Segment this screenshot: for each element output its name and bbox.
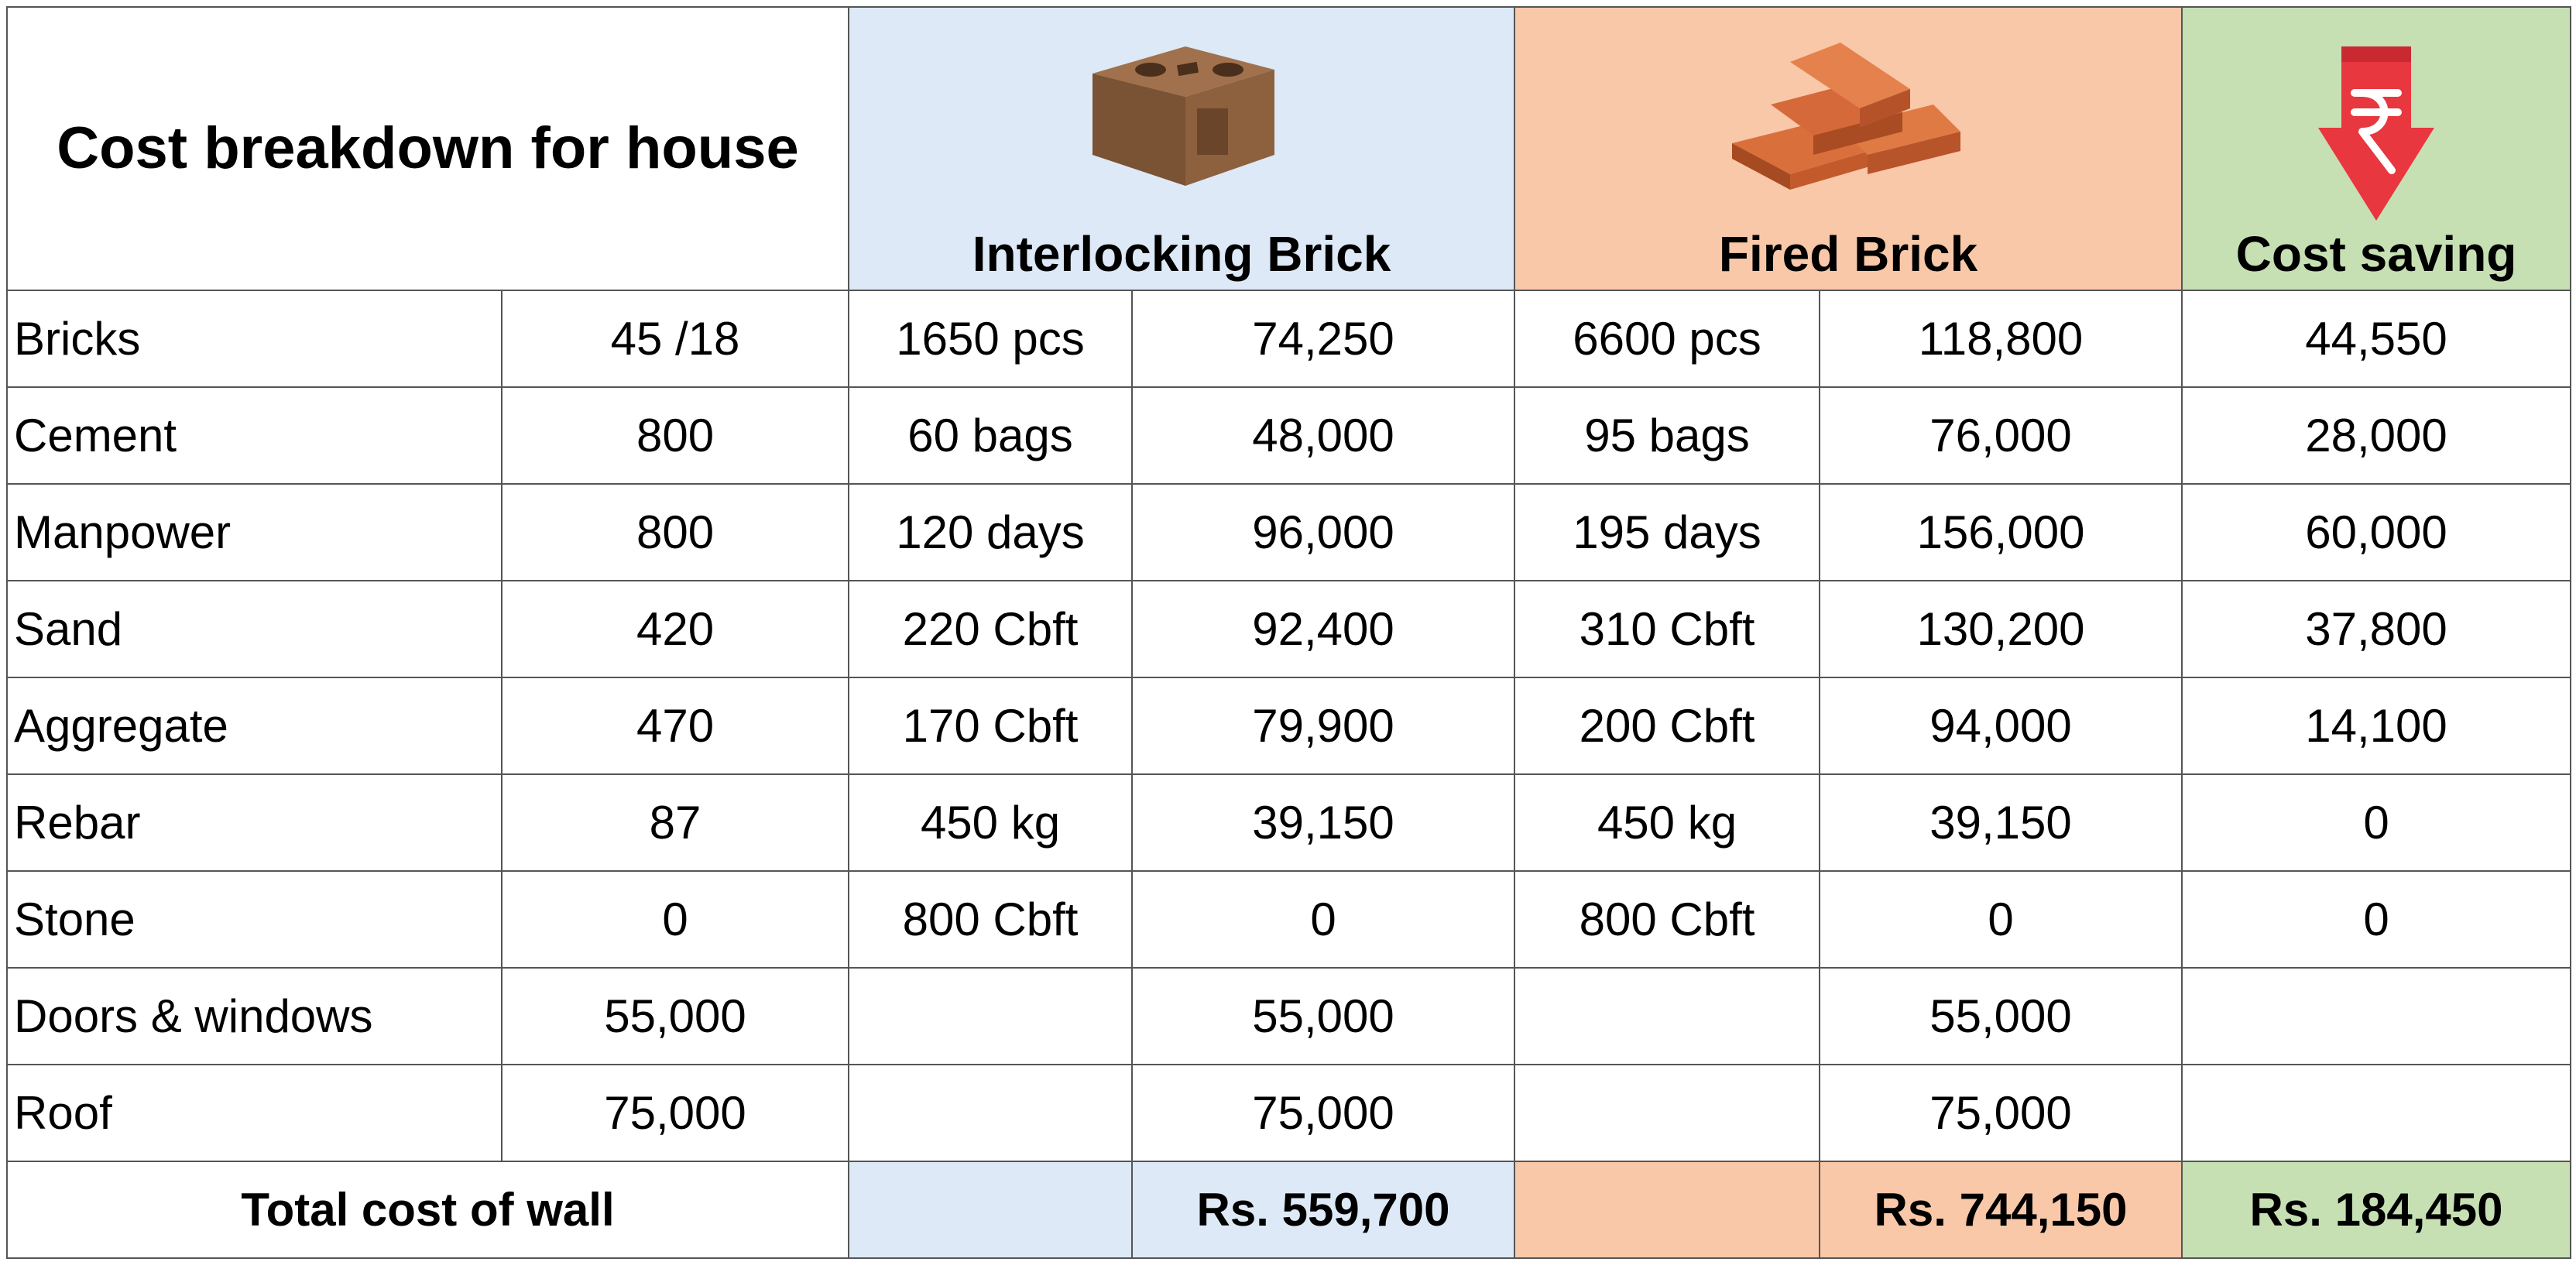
- fired-quantity: 6600 pcs: [1514, 290, 1821, 388]
- table-row: Manpower 800 120 days 96,000 195 days 156,000…: [6, 483, 2572, 581]
- interlocking-cost: 92,400: [1131, 580, 1516, 678]
- cost-saving: [2181, 967, 2572, 1065]
- interlocking-cost: 55,000: [1131, 967, 1516, 1065]
- fired-column-label: Fired Brick: [1718, 226, 1978, 282]
- interlocking-cost: 74,250: [1131, 290, 1516, 388]
- fired-cost: 118,800: [1819, 290, 2183, 388]
- interlocking-quantity: [848, 1064, 1134, 1162]
- total-interlocking-blank: [848, 1161, 1134, 1259]
- item-name: Doors & windows: [6, 967, 503, 1065]
- total-saving: Rs. 184,450: [2181, 1161, 2572, 1259]
- fired-quantity: 200 Cbft: [1514, 677, 1821, 775]
- fired-cost: 130,200: [1819, 580, 2183, 678]
- fired-brick-stack-icon: [1732, 43, 1961, 190]
- table-row: Sand 420 220 Cbft 92,400 310 Cbft 130,200 37,8…: [6, 580, 2572, 678]
- unit-rate: 800: [500, 386, 850, 485]
- cost-saving: 0: [2181, 773, 2572, 872]
- interlocking-quantity: 220 Cbft: [848, 580, 1134, 678]
- item-name: Aggregate: [6, 677, 503, 775]
- cost-saving: 28,000: [2181, 386, 2572, 485]
- interlocking-column-label: Interlocking Brick: [972, 226, 1391, 282]
- fired-quantity: 195 days: [1514, 483, 1821, 581]
- item-name: Roof: [6, 1064, 503, 1162]
- total-interlocking: Rs. 559,700: [1131, 1161, 1516, 1259]
- rupee-down-arrow-icon: [2318, 46, 2435, 221]
- cost-saving: 37,800: [2181, 580, 2572, 678]
- cost-saving: 14,100: [2181, 677, 2572, 775]
- total-fired: Rs. 744,150: [1819, 1161, 2183, 1259]
- fired-cost: 156,000: [1819, 483, 2183, 581]
- fired-cost: 76,000: [1819, 386, 2183, 485]
- table-row: Aggregate 470 170 Cbft 79,900 200 Cbft 94,000…: [6, 677, 2572, 775]
- unit-rate: 75,000: [500, 1064, 850, 1162]
- total-row: Total cost of wall Rs. 559,700 Rs. 744,150…: [5, 1161, 2572, 1259]
- interlocking-brick-icon: [1092, 46, 1275, 186]
- interlocking-quantity: 1650 pcs: [848, 290, 1134, 388]
- table-row: Roof 75,000 75,000 75,000: [6, 1064, 2572, 1162]
- fired-quantity: [1514, 967, 1821, 1065]
- interlocking-quantity: 120 days: [848, 483, 1134, 581]
- fired-quantity: 95 bags: [1514, 386, 1821, 485]
- cost-saving: 44,550: [2181, 290, 2572, 388]
- interlocking-quantity: 450 kg: [848, 773, 1134, 872]
- fired-quantity: [1514, 1064, 1821, 1162]
- cost-saving: 60,000: [2181, 483, 2572, 581]
- table-row: Cement 800 60 bags 48,000 95 bags 76,000 28,00…: [6, 386, 2572, 485]
- total-fired-blank: [1514, 1161, 1821, 1259]
- interlocking-cost: 96,000: [1131, 483, 1516, 581]
- fired-cost: 94,000: [1819, 677, 2183, 775]
- unit-rate: 420: [500, 580, 850, 678]
- header-fired: Fired Brick: [1514, 6, 2183, 291]
- item-name: Rebar: [6, 773, 503, 872]
- saving-column-label: Cost saving: [2235, 226, 2517, 282]
- unit-rate: 45 /18: [500, 290, 850, 388]
- cost-table: Cost breakdown for house Interlocking Br…: [5, 6, 2572, 1259]
- unit-rate: 55,000: [500, 967, 850, 1065]
- fired-cost: 75,000: [1819, 1064, 2183, 1162]
- interlocking-cost: 75,000: [1131, 1064, 1516, 1162]
- table-row: Stone 0 800 Cbft 0 800 Cbft 0 0: [6, 870, 2572, 969]
- interlocking-cost: 48,000: [1131, 386, 1516, 485]
- item-name: Stone: [6, 870, 503, 969]
- unit-rate: 0: [500, 870, 850, 969]
- unit-rate: 87: [500, 773, 850, 872]
- fired-quantity: 450 kg: [1514, 773, 1821, 872]
- table-row: Doors & windows 55,000 55,000 55,000: [6, 967, 2572, 1065]
- interlocking-cost: 0: [1131, 870, 1516, 969]
- page-title: Cost breakdown for house: [5, 6, 850, 291]
- item-name: Sand: [6, 580, 503, 678]
- interlocking-quantity: 800 Cbft: [848, 870, 1134, 969]
- table-row: Bricks 45 /18 1650 pcs 74,250 6600 pcs 118,80…: [6, 290, 2572, 388]
- header-interlocking: Interlocking Brick: [848, 6, 1516, 291]
- item-name: Cement: [6, 386, 503, 485]
- interlocking-quantity: [848, 967, 1134, 1065]
- table-row: Rebar 87 450 kg 39,150 450 kg 39,150 0: [6, 773, 2572, 872]
- header-saving: Cost saving: [2181, 6, 2572, 291]
- header-row: Cost breakdown for house Interlocking Br…: [5, 6, 2572, 291]
- item-name: Bricks: [6, 290, 503, 388]
- total-label: Total cost of wall: [5, 1161, 850, 1259]
- cost-saving: 0: [2181, 870, 2572, 969]
- interlocking-quantity: 60 bags: [848, 386, 1134, 485]
- fired-cost: 39,150: [1819, 773, 2183, 872]
- interlocking-cost: 39,150: [1131, 773, 1516, 872]
- interlocking-cost: 79,900: [1131, 677, 1516, 775]
- fired-quantity: 800 Cbft: [1514, 870, 1821, 969]
- cost-saving: [2181, 1064, 2572, 1162]
- interlocking-quantity: 170 Cbft: [848, 677, 1134, 775]
- unit-rate: 470: [500, 677, 850, 775]
- fired-quantity: 310 Cbft: [1514, 580, 1821, 678]
- unit-rate: 800: [500, 483, 850, 581]
- fired-cost: 0: [1819, 870, 2183, 969]
- fired-cost: 55,000: [1819, 967, 2183, 1065]
- item-name: Manpower: [6, 483, 503, 581]
